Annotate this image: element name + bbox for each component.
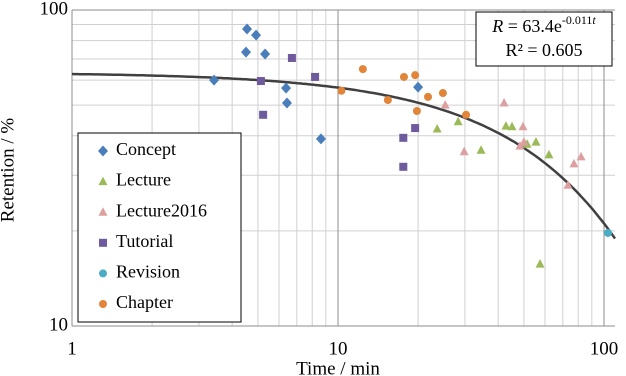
legend-label: Chapter bbox=[116, 292, 173, 312]
x-tick-label: 100 bbox=[590, 338, 619, 359]
legend-marker bbox=[98, 145, 108, 157]
point bbox=[432, 124, 442, 133]
point bbox=[413, 81, 424, 93]
point bbox=[544, 149, 554, 159]
point bbox=[287, 53, 296, 62]
r-squared: R² = 0.605 bbox=[505, 40, 582, 60]
legend-label: Revision bbox=[116, 262, 180, 282]
point bbox=[311, 72, 320, 81]
point bbox=[251, 29, 262, 41]
point bbox=[260, 48, 271, 60]
legend-label: Lecture bbox=[116, 170, 171, 190]
point bbox=[399, 162, 408, 171]
point bbox=[476, 145, 486, 154]
point bbox=[563, 180, 573, 189]
point bbox=[411, 124, 420, 133]
point bbox=[424, 92, 433, 101]
eq-exponent: -0.011 bbox=[562, 13, 593, 27]
point bbox=[515, 141, 525, 150]
plot bbox=[71, 23, 617, 268]
legend-marker bbox=[98, 207, 108, 216]
point bbox=[453, 116, 463, 126]
point bbox=[358, 65, 367, 74]
point bbox=[209, 74, 220, 86]
point bbox=[438, 89, 447, 98]
y-axis-label: Retention / % bbox=[0, 118, 18, 223]
point bbox=[399, 133, 408, 142]
point bbox=[462, 110, 471, 119]
point bbox=[501, 121, 511, 130]
point bbox=[242, 23, 253, 35]
legend-label: Tutorial bbox=[116, 231, 173, 251]
point bbox=[499, 97, 509, 107]
point bbox=[518, 121, 528, 131]
point bbox=[383, 96, 392, 105]
eq-rhs: = 63.4e bbox=[503, 16, 562, 36]
legend: Concept Lecture Lecture2016 Tutorial Revisio… bbox=[77, 132, 242, 323]
eq-exponent-var: t bbox=[592, 13, 596, 27]
eq-lhs: R bbox=[491, 16, 503, 36]
point bbox=[412, 107, 421, 116]
legend-marker bbox=[99, 300, 107, 308]
point bbox=[535, 259, 545, 268]
equation-box bbox=[475, 11, 613, 67]
x-tick-label: 1 bbox=[67, 338, 77, 359]
point bbox=[440, 100, 450, 109]
point bbox=[315, 133, 326, 145]
point bbox=[531, 137, 541, 146]
y-tick-label: 10 bbox=[49, 314, 68, 335]
point bbox=[399, 72, 408, 81]
x-axis-label: Time / min bbox=[296, 358, 380, 376]
legend-marker bbox=[98, 176, 108, 186]
fit-equation: R = 63.4e-0.011t bbox=[491, 13, 596, 36]
point bbox=[256, 77, 265, 86]
point bbox=[241, 46, 252, 58]
point bbox=[259, 110, 268, 119]
legend-label: Lecture2016 bbox=[116, 200, 207, 220]
point bbox=[569, 158, 579, 168]
point bbox=[507, 121, 517, 131]
y-tick-label: 100 bbox=[40, 0, 69, 19]
point bbox=[281, 82, 292, 94]
point bbox=[337, 86, 346, 95]
point bbox=[281, 97, 292, 109]
point bbox=[576, 151, 586, 161]
point bbox=[519, 137, 529, 146]
legend-marker bbox=[99, 269, 107, 278]
point bbox=[411, 71, 420, 80]
x-tick-label: 10 bbox=[329, 338, 348, 359]
legend-label: Concept bbox=[116, 139, 176, 159]
legend-box bbox=[77, 132, 242, 323]
point bbox=[459, 146, 469, 156]
legend-marker bbox=[99, 238, 107, 247]
point bbox=[603, 228, 612, 237]
